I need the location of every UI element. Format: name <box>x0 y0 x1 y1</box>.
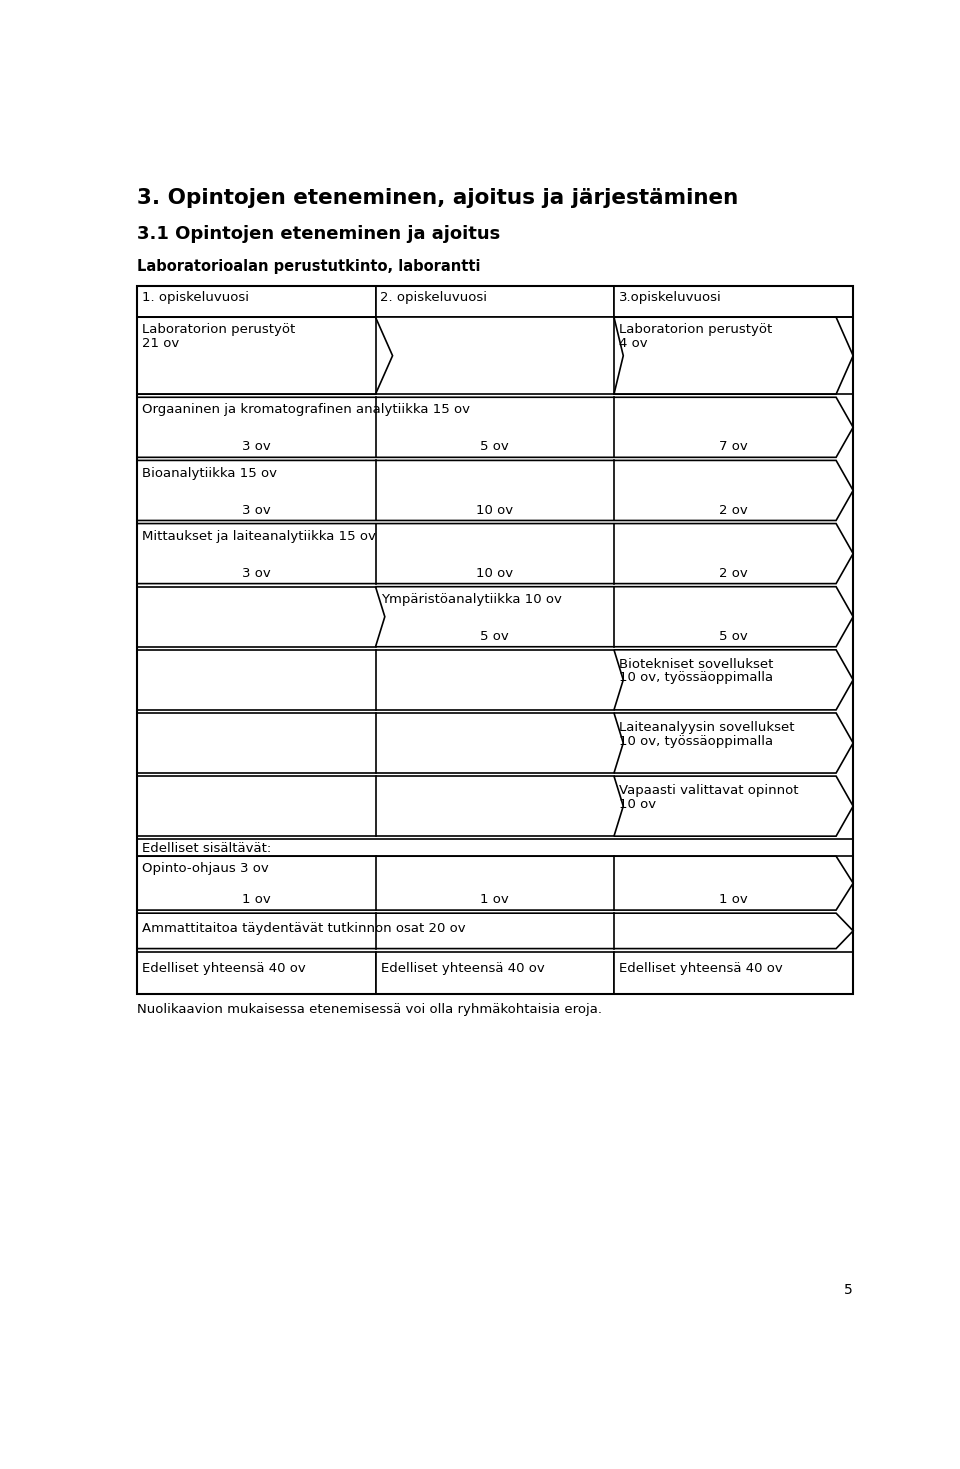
Polygon shape <box>614 776 853 836</box>
Text: 2. opiskeluvuosi: 2. opiskeluvuosi <box>380 291 487 304</box>
Bar <box>614 952 853 995</box>
Bar <box>137 776 375 836</box>
Bar <box>614 286 853 317</box>
Text: 3 ov: 3 ov <box>242 504 271 517</box>
Text: Edelliset sisältävät:: Edelliset sisältävät: <box>142 842 271 855</box>
Polygon shape <box>137 523 853 583</box>
Bar <box>137 649 375 710</box>
Polygon shape <box>137 460 853 520</box>
Text: Laboratorion perustyöt: Laboratorion perustyöt <box>619 323 773 336</box>
Text: 3 ov: 3 ov <box>242 567 271 580</box>
Text: 7 ov: 7 ov <box>719 441 748 454</box>
Text: 3.opiskeluvuosi: 3.opiskeluvuosi <box>618 291 721 304</box>
Text: Opinto-ohjaus 3 ov: Opinto-ohjaus 3 ov <box>142 862 269 876</box>
Text: Mittaukset ja laiteanalytiikka 15 ov: Mittaukset ja laiteanalytiikka 15 ov <box>142 530 376 542</box>
Text: 1 ov: 1 ov <box>719 893 748 906</box>
Bar <box>375 712 614 773</box>
Bar <box>137 286 853 995</box>
Text: 1 ov: 1 ov <box>480 893 509 906</box>
Text: Edelliset yhteensä 40 ov: Edelliset yhteensä 40 ov <box>142 962 306 975</box>
Text: Laiteanalyysin sovellukset: Laiteanalyysin sovellukset <box>619 721 795 733</box>
Text: Biotekniset sovellukset: Biotekniset sovellukset <box>619 658 774 670</box>
Bar <box>375 776 614 836</box>
Text: Orgaaninen ja kromatografinen analytiikka 15 ov: Orgaaninen ja kromatografinen analytiikk… <box>142 404 470 416</box>
Bar <box>137 712 375 773</box>
Text: 2 ov: 2 ov <box>719 504 748 517</box>
Polygon shape <box>137 856 853 911</box>
Bar <box>375 952 614 995</box>
Text: Laboratorion perustyöt: Laboratorion perustyöt <box>142 323 296 336</box>
Text: 3. Opintojen eteneminen, ajoitus ja järjestäminen: 3. Opintojen eteneminen, ajoitus ja järj… <box>137 188 738 207</box>
Bar <box>375 649 614 710</box>
Text: 3.1 Opintojen eteneminen ja ajoitus: 3.1 Opintojen eteneminen ja ajoitus <box>137 225 500 242</box>
Text: 10 ov: 10 ov <box>476 504 514 517</box>
Polygon shape <box>375 586 853 646</box>
Text: 5 ov: 5 ov <box>480 441 509 454</box>
Text: 10 ov: 10 ov <box>476 567 514 580</box>
Text: 3 ov: 3 ov <box>242 441 271 454</box>
Polygon shape <box>137 317 393 394</box>
Text: 1. opiskeluvuosi: 1. opiskeluvuosi <box>142 291 249 304</box>
Bar <box>375 317 614 394</box>
Text: 1 ov: 1 ov <box>242 893 271 906</box>
Polygon shape <box>614 649 853 710</box>
Text: Edelliset yhteensä 40 ov: Edelliset yhteensä 40 ov <box>619 962 783 975</box>
Text: Ammattitaitoa täydentävät tutkinnon osat 20 ov: Ammattitaitoa täydentävät tutkinnon osat… <box>142 923 467 936</box>
Text: Nuolikaavion mukaisessa etenemisessä voi olla ryhmäkohtaisia eroja.: Nuolikaavion mukaisessa etenemisessä voi… <box>137 1003 602 1017</box>
Bar <box>137 286 375 317</box>
Text: Edelliset yhteensä 40 ov: Edelliset yhteensä 40 ov <box>381 962 544 975</box>
Bar <box>375 286 614 317</box>
Text: Vapaasti valittavat opinnot: Vapaasti valittavat opinnot <box>619 784 799 796</box>
Polygon shape <box>614 317 853 394</box>
Text: 10 ov: 10 ov <box>619 798 657 811</box>
Text: 5: 5 <box>845 1282 853 1297</box>
Text: Laboratorioalan perustutkinto, laborantti: Laboratorioalan perustutkinto, laborantt… <box>137 260 481 275</box>
Polygon shape <box>614 712 853 773</box>
Text: 4 ov: 4 ov <box>619 338 648 350</box>
Text: 5 ov: 5 ov <box>719 630 748 643</box>
Polygon shape <box>137 914 853 949</box>
Polygon shape <box>137 397 853 457</box>
Text: Bioanalytiikka 15 ov: Bioanalytiikka 15 ov <box>142 467 277 479</box>
Bar <box>137 952 375 995</box>
Text: 10 ov, työssäoppimalla: 10 ov, työssäoppimalla <box>619 671 774 685</box>
Text: 21 ov: 21 ov <box>142 338 180 350</box>
Bar <box>137 586 375 646</box>
Text: 2 ov: 2 ov <box>719 567 748 580</box>
Text: 5 ov: 5 ov <box>480 630 509 643</box>
Text: Ympäristöanalytiikka 10 ov: Ympäristöanalytiikka 10 ov <box>381 593 562 605</box>
Text: 10 ov, työssäoppimalla: 10 ov, työssäoppimalla <box>619 734 774 748</box>
